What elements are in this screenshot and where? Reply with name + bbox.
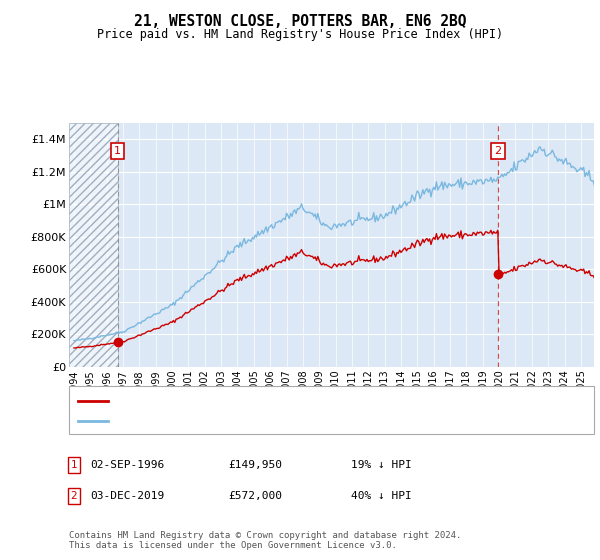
Text: £149,950: £149,950 bbox=[228, 460, 282, 470]
Text: Price paid vs. HM Land Registry's House Price Index (HPI): Price paid vs. HM Land Registry's House … bbox=[97, 28, 503, 41]
Text: 40% ↓ HPI: 40% ↓ HPI bbox=[351, 491, 412, 501]
Text: 03-DEC-2019: 03-DEC-2019 bbox=[90, 491, 164, 501]
Text: 19% ↓ HPI: 19% ↓ HPI bbox=[351, 460, 412, 470]
Text: HPI: Average price, detached house, Hertsmere: HPI: Average price, detached house, Hert… bbox=[115, 416, 397, 426]
Text: 2: 2 bbox=[70, 491, 77, 501]
Text: 1: 1 bbox=[70, 460, 77, 470]
Text: 1: 1 bbox=[114, 146, 121, 156]
Text: £572,000: £572,000 bbox=[228, 491, 282, 501]
Text: 02-SEP-1996: 02-SEP-1996 bbox=[90, 460, 164, 470]
Text: 2: 2 bbox=[494, 146, 502, 156]
Text: 21, WESTON CLOSE, POTTERS BAR, EN6 2BQ: 21, WESTON CLOSE, POTTERS BAR, EN6 2BQ bbox=[134, 14, 466, 29]
Text: 21, WESTON CLOSE, POTTERS BAR, EN6 2BQ (detached house): 21, WESTON CLOSE, POTTERS BAR, EN6 2BQ (… bbox=[115, 396, 459, 405]
Text: Contains HM Land Registry data © Crown copyright and database right 2024.
This d: Contains HM Land Registry data © Crown c… bbox=[69, 530, 461, 550]
